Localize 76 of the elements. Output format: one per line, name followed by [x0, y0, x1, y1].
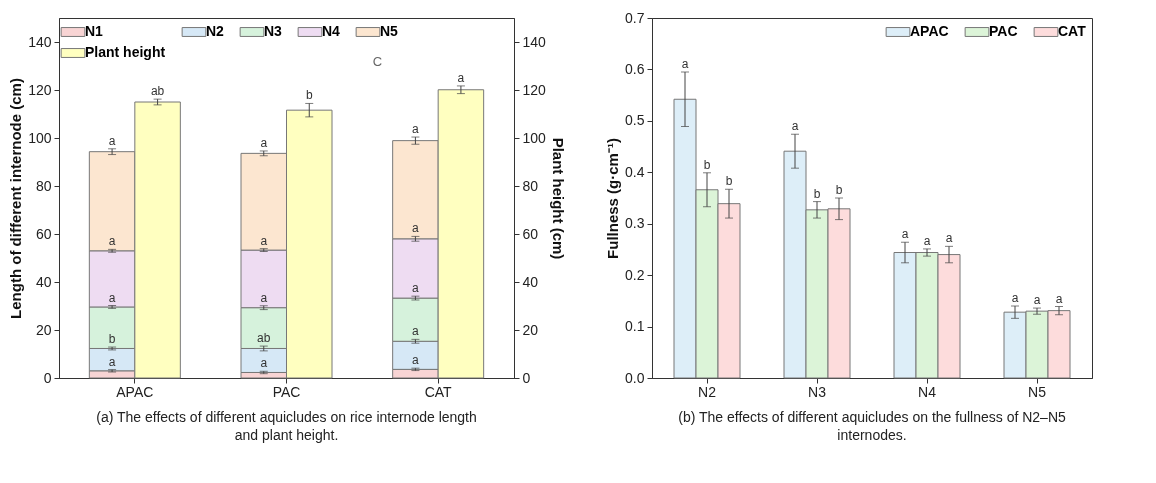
- data-label: a: [681, 57, 689, 71]
- data-label: a: [923, 233, 931, 248]
- data-label: a: [108, 234, 116, 249]
- data-label: b: [835, 183, 843, 197]
- y2-tick-label: 100: [522, 129, 547, 146]
- y2-tick-label: 0: [522, 369, 531, 386]
- data-label: b: [703, 157, 711, 172]
- y-tick-label: 20: [35, 321, 52, 338]
- y-tick-label: 80: [35, 177, 52, 194]
- x-tick-label: PAC: [272, 383, 301, 400]
- legend-label: N3: [264, 23, 283, 39]
- legend-label: CAT: [1058, 23, 1087, 39]
- y-tick-label: 0.4: [625, 163, 645, 180]
- y-tick-label: 120: [28, 81, 52, 98]
- data-label: a: [260, 356, 268, 371]
- text: (b) The effects of different aquicludes on the fullness of N2–N5 internodes.: [678, 409, 1066, 443]
- y-tick-label: 0.1: [625, 318, 645, 335]
- legend-label: N2: [206, 23, 225, 39]
- x-tick-label: N5: [1028, 383, 1047, 400]
- data-label: ab: [257, 331, 271, 346]
- data-label: b: [813, 186, 821, 201]
- y-tick-label: 0.7: [625, 9, 645, 26]
- y2-tick-label: 80: [522, 177, 539, 194]
- data-label: a: [412, 324, 420, 339]
- y-tick-label: 0.5: [625, 112, 645, 129]
- x-tick-label: N3: [808, 383, 827, 400]
- data-label: a: [108, 133, 116, 148]
- x-tick-label: N2: [698, 383, 717, 400]
- y-tick-label: 0.3: [625, 215, 645, 232]
- data-label: a: [1011, 291, 1019, 305]
- y-tick-label: 0.2: [625, 266, 645, 283]
- y-tick-label: 140: [28, 33, 52, 50]
- y-tick-label: 0: [43, 369, 52, 386]
- data-label: a: [108, 354, 116, 369]
- y-axis-title: Fullness (g·cm⁻¹): [604, 138, 622, 259]
- x-tick-label: N4: [918, 383, 937, 400]
- data-label: a: [901, 227, 909, 242]
- data-label: a: [1033, 293, 1041, 308]
- data-label: b: [305, 88, 313, 103]
- data-label: b: [108, 332, 116, 347]
- x-tick-label: CAT: [424, 383, 453, 400]
- y-tick-label: 60: [35, 225, 52, 242]
- legend-label: APAC: [910, 23, 949, 39]
- y-tick-label: 40: [35, 273, 52, 290]
- data-label: ab: [150, 84, 165, 99]
- data-label: a: [412, 122, 420, 137]
- data-label: a: [108, 290, 116, 305]
- text: (a) The effects of different aquicludes on rice internode length and plant height.: [96, 409, 477, 443]
- legend-label: PAC: [989, 23, 1018, 39]
- data-label: a: [412, 281, 420, 296]
- y-tick-label: 0.0: [625, 369, 645, 386]
- data-label: a: [791, 119, 799, 134]
- y-axis-title: Length of different internode (cm): [7, 78, 25, 319]
- legend-label: N1: [85, 23, 104, 39]
- legend-label: N5: [380, 23, 399, 39]
- y2-tick-label: 60: [522, 225, 539, 242]
- x-tick-label: APAC: [116, 383, 154, 400]
- data-label: a: [945, 231, 953, 246]
- data-label: b: [725, 174, 733, 189]
- y2-tick-label: 40: [522, 273, 539, 290]
- y2-tick-label: 120: [522, 81, 547, 98]
- legend-label: Plant height: [85, 44, 166, 60]
- data-label: a: [260, 135, 268, 150]
- y-tick-label: 100: [28, 129, 52, 146]
- data-label: a: [412, 221, 420, 236]
- data-label: a: [260, 233, 268, 248]
- data-label: a: [1055, 291, 1063, 306]
- data-label: a: [412, 353, 420, 368]
- data-label: a: [457, 70, 465, 85]
- data-label: a: [260, 290, 268, 305]
- y2-axis-title: Plant height (cm): [549, 137, 567, 260]
- annotation: C: [372, 54, 383, 69]
- y2-tick-label: 140: [522, 33, 547, 50]
- y-tick-label: 0.6: [625, 60, 645, 77]
- y2-tick-label: 20: [522, 321, 539, 338]
- legend-label: N4: [322, 23, 341, 39]
